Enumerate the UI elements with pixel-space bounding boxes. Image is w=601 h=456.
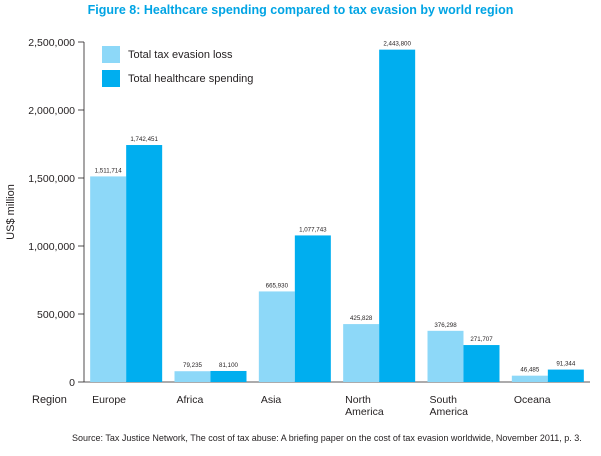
bar-value-label: 1,511,714 [95, 167, 123, 174]
y-tick-label: 500,000 [37, 309, 75, 321]
y-tick-label: 2,500,000 [28, 37, 75, 49]
category-label: Asia [261, 394, 282, 406]
bar-value-label: 1,742,451 [130, 136, 158, 143]
y-tick-label: 1,500,000 [28, 173, 75, 185]
legend-swatch [102, 70, 120, 87]
bar [511, 375, 548, 382]
bar-chart: 0 500,000 1,000,000 1,500,000 2,000,000 2,500… [5, 37, 590, 418]
y-tick-label: 1,000,000 [28, 241, 75, 253]
bar-value-label: 91,344 [556, 361, 575, 368]
category-label: Europe [92, 394, 126, 406]
bar [294, 235, 331, 382]
bar-value-label: 79,235 [183, 362, 202, 369]
bar [126, 145, 163, 382]
bar-value-label: 81,100 [219, 362, 238, 369]
legend-label: Total healthcare spending [128, 73, 253, 85]
bar-value-label: 2,443,800 [383, 41, 411, 48]
bar-value-label: 376,298 [434, 322, 457, 329]
source-note: Source: Tax Justice Network, The cost of… [72, 433, 582, 443]
bar [90, 176, 127, 382]
axes [83, 42, 590, 383]
y-ticks: 0 500,000 1,000,000 1,500,000 2,000,000 2,500… [28, 37, 84, 389]
x-categories: Europe Africa Asia NorthAmericaSouthAmerica… [92, 394, 551, 418]
legend-swatch [102, 46, 120, 63]
bars [90, 49, 584, 383]
legend-label: Total tax evasion loss [128, 49, 233, 61]
category-label: America [345, 406, 384, 418]
category-label: America [430, 406, 469, 418]
bar [343, 324, 380, 382]
bar [258, 291, 295, 382]
category-label: Oceana [514, 394, 551, 406]
bar-value-label: 46,485 [520, 367, 539, 374]
bar [463, 345, 500, 382]
bar [174, 371, 211, 382]
category-label: Africa [177, 394, 204, 406]
x-axis-title: Region [32, 394, 67, 406]
y-axis-title: US$ million [5, 184, 17, 240]
bar [427, 330, 464, 382]
y-tick-label: 0 [69, 377, 75, 389]
legend: Total tax evasion loss Total healthcare s… [102, 46, 253, 87]
bar [379, 49, 416, 383]
bar-value-label: 425,828 [350, 315, 373, 322]
bar [210, 370, 247, 382]
chart-title: Figure 8: Healthcare spending compared t… [87, 3, 514, 17]
category-label: South [430, 394, 458, 406]
bar-value-label: 1,077,743 [299, 226, 327, 233]
bar-value-label: 665,930 [266, 282, 289, 289]
bar [547, 369, 584, 382]
bar-value-label: 271,707 [470, 336, 493, 343]
y-tick-label: 2,000,000 [28, 105, 75, 117]
category-label: North [345, 394, 371, 406]
value-labels: 1,511,714 1,742,451 79,235 81,100 665,930 1,0… [95, 41, 576, 374]
